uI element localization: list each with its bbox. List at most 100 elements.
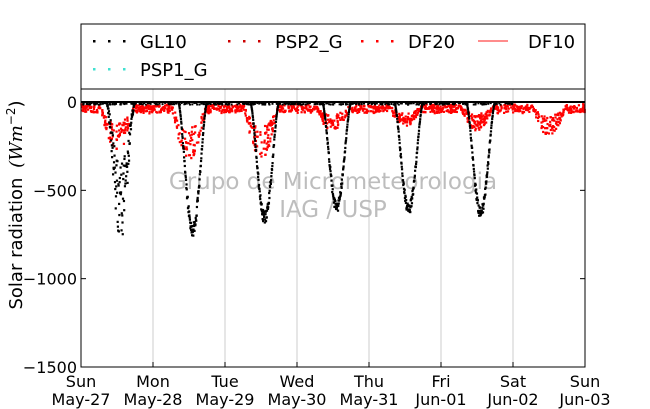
df20-point	[244, 114, 247, 117]
gl10-point	[262, 220, 265, 223]
df20-point	[373, 107, 376, 110]
df20-point	[84, 106, 87, 110]
df20-point	[105, 127, 108, 131]
gl10-point	[275, 114, 278, 117]
df20-point	[111, 123, 114, 126]
gl10-point	[259, 194, 262, 197]
df20-point	[560, 112, 564, 115]
gl10-point	[110, 144, 113, 147]
df20-point	[124, 123, 127, 126]
df20-point	[272, 119, 275, 122]
gl10-point	[412, 193, 415, 196]
df20-point	[512, 111, 515, 114]
gl10-point	[349, 103, 352, 106]
df20-point	[514, 109, 518, 112]
df20-point	[357, 108, 360, 111]
df20-point	[168, 105, 171, 108]
df20-point	[212, 106, 215, 109]
gl10-point	[342, 103, 345, 106]
df20-point	[330, 119, 334, 122]
df20-point	[453, 109, 456, 112]
df20-point	[270, 133, 273, 136]
gl10-point	[193, 220, 196, 224]
gl10-point	[420, 105, 423, 108]
df20-point	[101, 109, 104, 112]
df20-point	[477, 127, 480, 130]
gl10-point	[347, 115, 350, 118]
gl10-point	[344, 146, 347, 150]
df20-point	[154, 105, 157, 108]
legend-entry-df20: DF20	[361, 32, 455, 53]
gl10-point	[121, 197, 125, 200]
df20-point	[324, 113, 328, 116]
df20-point	[82, 108, 85, 111]
gl10-point	[255, 156, 258, 160]
df20-point	[123, 129, 126, 132]
gl10-point	[122, 172, 125, 175]
gl10-point	[330, 179, 333, 182]
gl10-point	[508, 102, 511, 105]
df20-point	[562, 108, 566, 112]
df20-point	[335, 117, 338, 120]
gl10-point	[272, 145, 275, 149]
df20-point	[559, 119, 562, 122]
gl10-point	[475, 192, 479, 195]
gl10-point	[491, 117, 494, 121]
df20-point	[322, 121, 325, 124]
gl10-point	[132, 105, 135, 109]
df20-point	[103, 121, 107, 124]
df20-point	[553, 119, 556, 122]
gl10-point	[126, 170, 129, 173]
gl10-point	[130, 121, 133, 124]
gl10-point	[398, 141, 401, 145]
gl10-point	[339, 194, 342, 197]
gl10-point	[125, 164, 128, 167]
gl10-point	[394, 106, 397, 109]
gl10-point	[122, 177, 125, 181]
df20-point	[409, 117, 412, 120]
gl10-point	[337, 202, 340, 205]
gl10-point	[409, 199, 413, 202]
df20-point	[303, 107, 306, 110]
df20-point	[295, 107, 299, 110]
gl10-point	[403, 188, 406, 191]
df20-point	[449, 108, 452, 112]
gl10-point	[126, 150, 129, 153]
df20-point	[401, 112, 404, 115]
gl10-point	[201, 145, 204, 148]
df20-point	[209, 109, 212, 112]
gl10-point	[393, 102, 396, 105]
df20-point	[523, 106, 526, 109]
gl10-point	[410, 202, 414, 205]
gl10-point	[255, 148, 258, 151]
df20-point	[139, 109, 143, 112]
df20-point	[430, 103, 433, 107]
df20-point	[430, 107, 433, 110]
df20-point	[115, 147, 118, 150]
gl10-point	[331, 193, 335, 196]
x-tick-label-day: Wed	[280, 372, 315, 391]
gl10-point	[126, 181, 129, 185]
gl10-point	[348, 106, 351, 109]
legend-label: PSP1_G	[140, 60, 208, 81]
gl10-point	[399, 147, 402, 150]
df20-point	[200, 126, 203, 129]
gl10-point	[323, 110, 326, 113]
gl10-point	[420, 109, 423, 113]
gl10-point	[109, 119, 112, 122]
df20-point	[267, 134, 270, 137]
x-gridlines	[152, 89, 514, 367]
df20-point	[522, 110, 526, 114]
df20-point	[215, 108, 218, 111]
df20-point	[414, 116, 418, 119]
gl10-point	[198, 178, 201, 181]
df20-point	[207, 109, 210, 112]
gl10-point	[238, 102, 241, 105]
df20-point	[371, 105, 374, 108]
df20-point	[466, 120, 469, 123]
df20-point	[421, 105, 425, 108]
gl10-point	[264, 213, 267, 216]
df20-point	[198, 133, 201, 136]
df20-point	[341, 112, 344, 115]
gl10-point	[467, 112, 470, 115]
